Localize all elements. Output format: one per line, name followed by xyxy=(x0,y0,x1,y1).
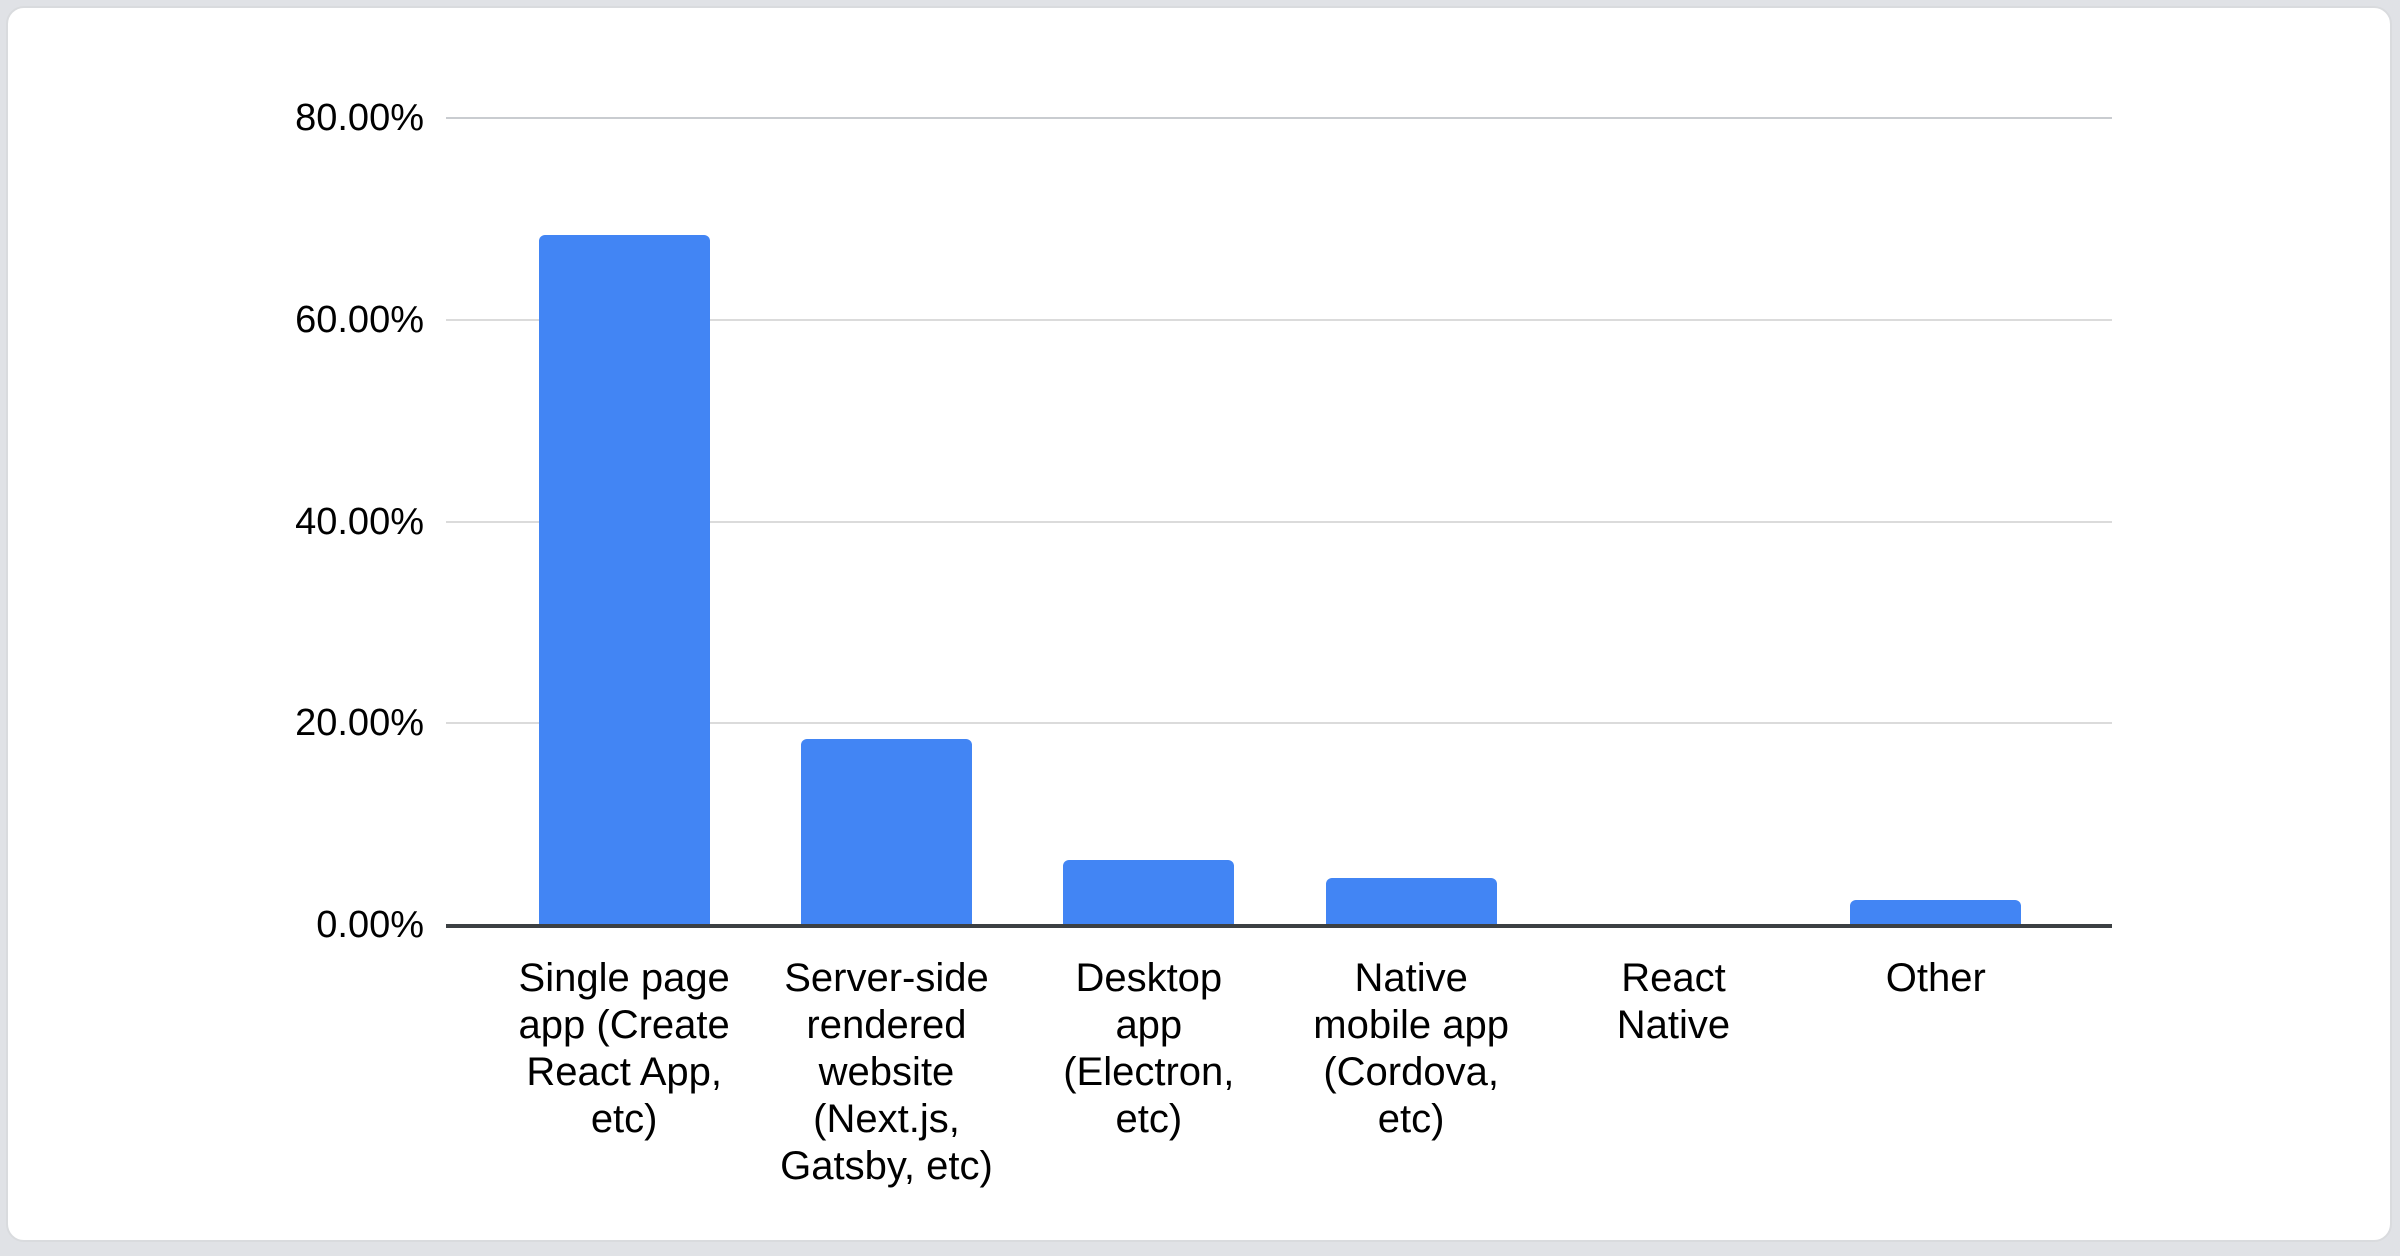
bar-6[interactable] xyxy=(1850,899,2022,925)
bar-slot xyxy=(755,118,1017,925)
y-tick-label: 80.00% xyxy=(295,97,424,139)
y-axis-labels: 80.00% 60.00% 40.00% 20.00% 0.00% xyxy=(8,97,424,946)
gridline-40.00% xyxy=(446,520,2112,523)
bar-1[interactable] xyxy=(538,235,710,925)
y-tick-label: 40.00% xyxy=(295,500,424,543)
x-axis-label-6: Other xyxy=(1885,956,1986,1000)
y-tick-label: 60.00% xyxy=(295,298,424,341)
bar-slot xyxy=(1805,118,2067,925)
bar-slot xyxy=(493,118,755,925)
x-axis-labels: Single page app (Create React App, etc) S… xyxy=(493,955,2067,1190)
x-axis-label-3: Desktop app (Electron, etc) xyxy=(1063,956,1235,1141)
x-axis-label-5: React Native xyxy=(1616,956,1731,1047)
x-axis-label-4: Native mobile app (Cordova, etc) xyxy=(1313,956,1509,1141)
bar-slot xyxy=(1280,118,1542,925)
bar-4[interactable] xyxy=(1325,877,1497,925)
y-tick-label: 20.00% xyxy=(295,702,424,745)
y-tick-label: 0.00% xyxy=(316,904,424,946)
gridline-60.00% xyxy=(446,318,2112,321)
bar-2[interactable] xyxy=(800,739,972,925)
x-axis-label-2: Server-side rendered website (Next.js, G… xyxy=(780,956,993,1188)
x-axis-line xyxy=(446,924,2112,928)
bar-slot xyxy=(1542,118,1804,925)
bar-3[interactable] xyxy=(1063,860,1235,925)
bar-series xyxy=(493,118,2067,925)
chart-card: 80.00% 60.00% 40.00% 20.00% 0.00% Single pag… xyxy=(6,6,2392,1242)
gridline-20.00% xyxy=(446,722,2112,725)
gridlines xyxy=(446,117,2112,925)
gridline-80.00% xyxy=(446,117,2112,119)
x-axis-label-1: Single page app (Create React App, etc) xyxy=(518,956,730,1141)
bar-slot xyxy=(1018,118,1280,925)
